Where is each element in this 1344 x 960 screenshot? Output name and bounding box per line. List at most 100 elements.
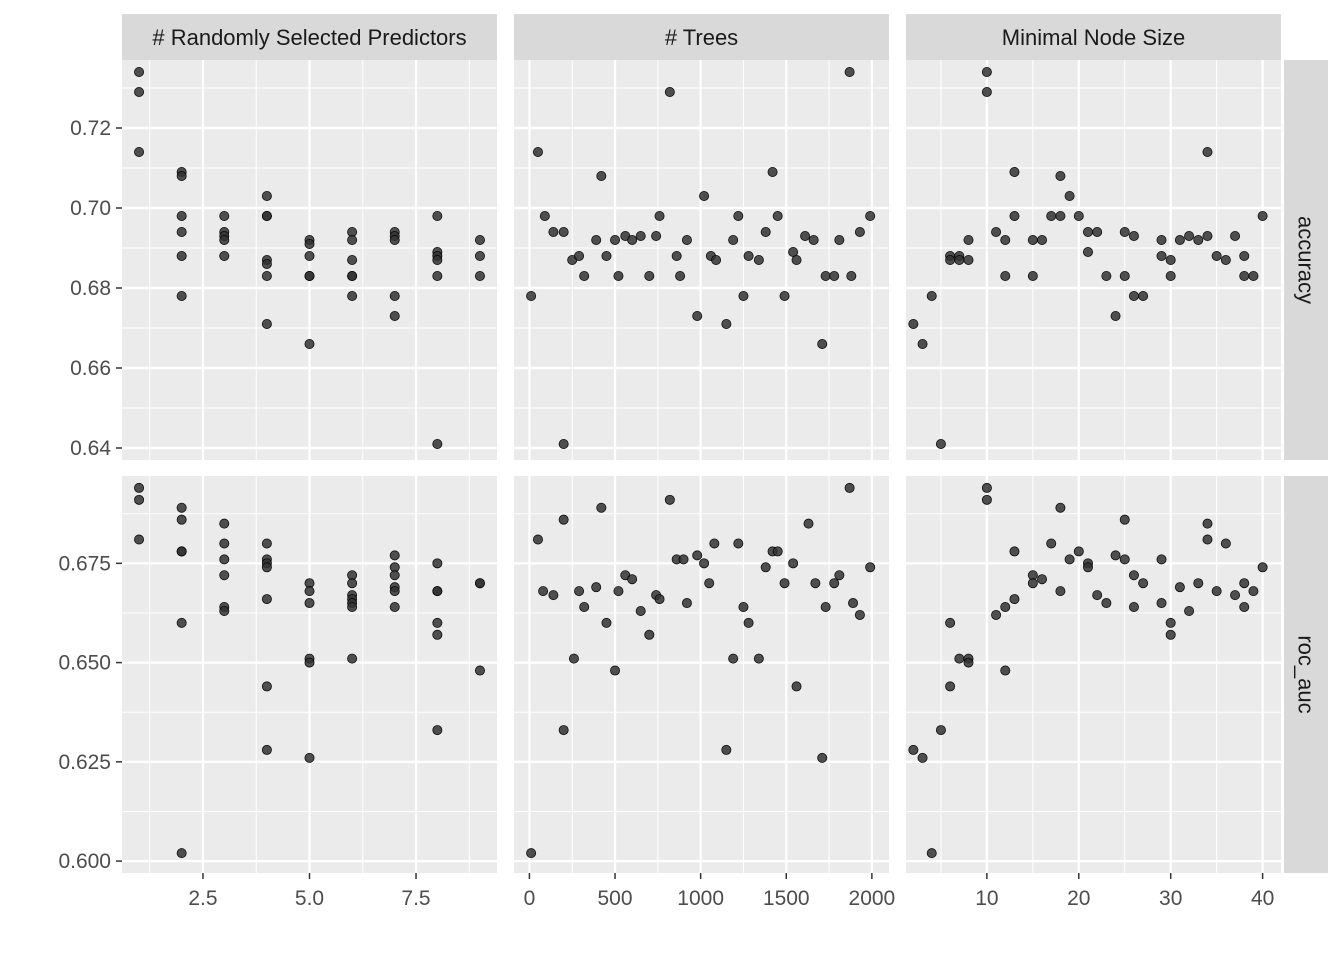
data-point (844, 67, 855, 78)
data-point (613, 586, 624, 597)
data-point (539, 210, 550, 221)
data-point (389, 310, 400, 321)
x-tick-label: 10 (975, 887, 998, 910)
data-point (1156, 598, 1167, 609)
data-point (1027, 234, 1038, 245)
data-point (538, 586, 549, 597)
data-point (908, 318, 919, 329)
data-point (854, 609, 865, 620)
data-point (1119, 554, 1130, 565)
data-point (1092, 590, 1103, 601)
data-point (1009, 210, 1020, 221)
data-point (854, 226, 865, 237)
data-point (846, 270, 857, 281)
data-point (176, 617, 187, 628)
data-point (721, 744, 732, 755)
data-point (1165, 629, 1176, 640)
y-tick-label: 0.70 (70, 197, 111, 220)
data-point (176, 514, 187, 525)
data-point (1202, 518, 1213, 529)
data-point (1211, 250, 1222, 261)
data-point (1101, 270, 1112, 281)
data-point (347, 234, 358, 245)
data-point (829, 578, 840, 589)
data-point (1193, 234, 1204, 245)
data-point (601, 250, 612, 261)
data-point (532, 534, 543, 545)
strip-minimal-node-size (906, 14, 1281, 60)
data-point (1027, 270, 1038, 281)
data-point (432, 725, 443, 736)
data-point (834, 234, 845, 245)
data-point (261, 594, 272, 605)
data-point (219, 538, 230, 549)
data-point (610, 665, 621, 676)
data-point (347, 578, 358, 589)
data-point (709, 538, 720, 549)
data-point (347, 254, 358, 265)
data-point (548, 226, 559, 237)
strip-accuracy (1284, 60, 1328, 460)
data-point (738, 290, 749, 301)
data-point (791, 254, 802, 265)
data-point (844, 482, 855, 493)
data-point (678, 554, 689, 565)
data-point (1202, 230, 1213, 241)
data-point (474, 578, 485, 589)
data-point (596, 502, 607, 513)
data-point (304, 657, 315, 668)
data-point (1239, 270, 1250, 281)
data-point (1184, 605, 1195, 616)
data-point (1055, 170, 1066, 181)
data-point (772, 210, 783, 221)
data-point (963, 254, 974, 265)
data-point (176, 290, 187, 301)
data-point (954, 653, 965, 664)
data-point (917, 338, 928, 349)
y-tick-label: 0.66 (70, 357, 111, 380)
data-point (1009, 166, 1020, 177)
data-point (738, 602, 749, 613)
data-point (1220, 538, 1231, 549)
data-point (601, 617, 612, 628)
strip-label-minimal-node-size: Minimal Node Size (1002, 25, 1185, 50)
data-point (704, 578, 715, 589)
data-point (304, 586, 315, 597)
data-point (865, 562, 876, 573)
data-point (1055, 210, 1066, 221)
data-point (558, 514, 569, 525)
data-point (963, 657, 974, 668)
data-point (389, 234, 400, 245)
data-point (991, 226, 1002, 237)
data-point (981, 494, 992, 505)
data-point (1156, 234, 1167, 245)
data-point (1128, 602, 1139, 613)
y-tick-label: 0.68 (70, 277, 111, 300)
strip-randomly-selected-predictors (122, 14, 497, 60)
y-tick-label: 0.650 (58, 652, 111, 675)
data-point (1128, 570, 1139, 581)
data-point (532, 146, 543, 157)
data-point (1000, 234, 1011, 245)
data-point (1257, 210, 1268, 221)
x-tick-label: 5.0 (295, 887, 324, 910)
data-point (681, 598, 692, 609)
data-point (800, 230, 811, 241)
data-point (699, 558, 710, 569)
data-point (1174, 582, 1185, 593)
data-point (219, 250, 230, 261)
data-point (1211, 586, 1222, 597)
strip-label-trees: # Trees (665, 25, 738, 50)
data-point (810, 578, 821, 589)
data-point (347, 602, 358, 613)
data-point (772, 546, 783, 557)
data-point (753, 653, 764, 664)
data-point (1000, 665, 1011, 676)
data-point (548, 590, 559, 601)
data-point (613, 270, 624, 281)
data-point (432, 586, 443, 597)
data-point (261, 270, 272, 281)
data-point (1119, 226, 1130, 237)
data-point (219, 605, 230, 616)
